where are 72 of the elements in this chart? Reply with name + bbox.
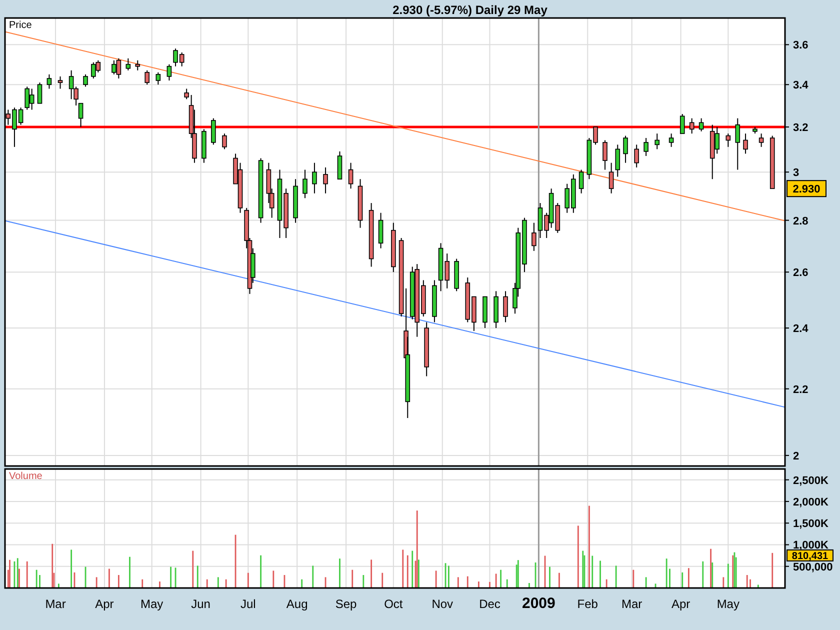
x-tick-label: 2009 (522, 595, 556, 612)
y-tick-label: 2,500K (793, 474, 829, 487)
candlestick (634, 144, 639, 168)
y-tick-label: 500,000 (793, 561, 833, 574)
candlestick (156, 72, 161, 86)
y-tick-label: 2 (793, 450, 800, 462)
candlestick (312, 162, 317, 194)
x-tick-label: May (716, 597, 740, 611)
candlestick (166, 64, 172, 82)
candlestick (144, 70, 150, 86)
x-tick-label: Apr (95, 597, 114, 611)
candlestick (348, 162, 354, 190)
x-tick-label: Jul (240, 597, 256, 611)
y-tick-label: 3.2 (793, 122, 808, 134)
candlestick (83, 74, 88, 88)
y-tick-label: 2.6 (793, 267, 808, 280)
candlestick (680, 113, 685, 134)
candlestick (24, 86, 30, 110)
annotation: 810,431 (792, 551, 829, 562)
candlestick (726, 133, 731, 148)
candlestick (735, 118, 740, 170)
y-tick-label: 2.2 (793, 384, 808, 396)
y-tick-label: 3.6 (793, 40, 808, 52)
candlestick (615, 144, 620, 178)
candlestick (378, 212, 384, 249)
candlestick (608, 162, 614, 194)
candlestick (602, 140, 608, 170)
candlestick (211, 118, 216, 146)
candlestick (758, 133, 764, 148)
candlestick (184, 88, 189, 100)
candlestick (668, 133, 674, 148)
x-tick-label: May (140, 597, 164, 611)
candlestick (644, 137, 648, 156)
x-tick-label: Mar (45, 597, 66, 611)
candlestick (578, 169, 584, 194)
candlestick (654, 133, 660, 150)
x-tick-label: Aug (286, 597, 308, 611)
candlestick (126, 58, 131, 71)
y-axis-title: Price (9, 20, 32, 31)
y-axis-title: Volume (9, 471, 43, 482)
candlestick (37, 82, 42, 104)
candlestick (58, 76, 63, 90)
chart-title: 2.930 (-5.97%) Daily 29 May (392, 3, 548, 17)
x-tick-label: Jun (191, 597, 210, 611)
candlestick (689, 118, 694, 134)
y-tick-label: 1,000K (793, 540, 829, 552)
candlestick (743, 133, 748, 154)
candlestick (46, 74, 52, 90)
candlestick (503, 290, 508, 323)
candlestick (698, 118, 704, 132)
annotation: 2.930 (792, 184, 820, 196)
candlestick (135, 60, 140, 71)
x-tick-label: Feb (577, 597, 598, 611)
candlestick (623, 135, 628, 164)
candlestick (337, 150, 342, 180)
candlestick (532, 222, 536, 252)
x-tick-label: Nov (432, 597, 454, 611)
y-tick-label: 1,500K (793, 518, 829, 530)
x-tick-label: Mar (622, 597, 642, 611)
y-tick-label: 3 (793, 167, 800, 180)
candlestick (78, 102, 84, 128)
y-tick-label: 2.4 (793, 323, 810, 336)
candlestick (222, 133, 227, 150)
candlestick (323, 166, 328, 194)
y-tick-label: 3.4 (793, 80, 810, 92)
candlestick (302, 169, 308, 199)
y-tick-label: 2.8 (793, 215, 808, 228)
x-tick-label: Dec (479, 597, 500, 611)
y-tick-label: 2,000K (793, 496, 829, 508)
x-tick-label: Apr (671, 597, 690, 611)
x-tick-label: Sep (335, 597, 358, 611)
x-tick-label: Oct (384, 597, 404, 611)
